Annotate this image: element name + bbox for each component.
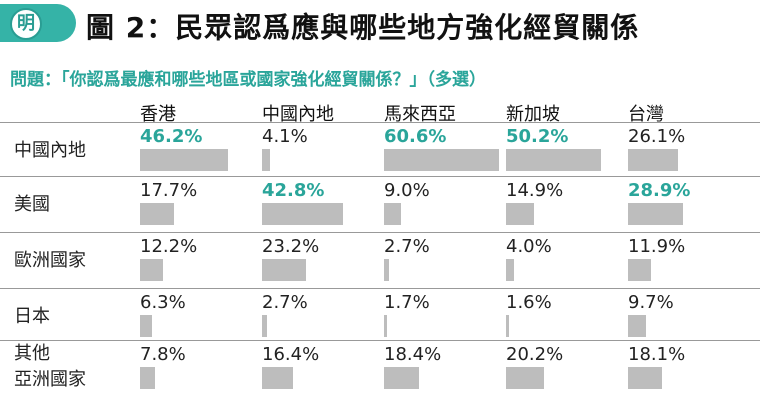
row-divider — [0, 176, 760, 177]
row-divider — [0, 232, 760, 233]
value-bar — [628, 259, 651, 281]
value-bar — [140, 149, 228, 171]
row-label: 中國內地 — [14, 140, 86, 161]
cell-value: 9.0% — [384, 180, 430, 201]
cell-value: 11.9% — [628, 236, 686, 257]
cell-value: 18.4% — [384, 344, 442, 365]
cell-value: 42.8% — [262, 180, 325, 201]
value-bar — [506, 315, 510, 337]
cell-value: 26.1% — [628, 126, 686, 147]
cell-value: 2.7% — [384, 236, 430, 257]
cell-value: 28.9% — [628, 180, 691, 201]
value-bar — [262, 367, 294, 389]
value-bar — [384, 203, 402, 225]
logo-circle: 明 — [10, 8, 42, 40]
value-bar — [384, 149, 499, 171]
cell-value: 12.2% — [140, 236, 198, 257]
survey-question: 問題：「你認爲最應和哪些地區或國家強化經貿關係？」（多選） — [10, 70, 486, 90]
value-bar — [140, 259, 164, 281]
value-bar — [262, 259, 307, 281]
value-bar — [506, 203, 535, 225]
value-bar — [384, 367, 419, 389]
value-bar — [506, 149, 602, 171]
value-bar — [628, 149, 678, 171]
row-label: 歐洲國家 — [14, 250, 86, 271]
cell-value: 6.3% — [140, 292, 186, 313]
cell-value: 9.7% — [628, 292, 674, 313]
cell-value: 60.6% — [384, 126, 447, 147]
cell-value: 14.9% — [506, 180, 564, 201]
cell-value: 7.8% — [140, 344, 186, 365]
cell-value: 18.1% — [628, 344, 686, 365]
logo: 明 — [0, 4, 76, 42]
row-divider — [0, 288, 760, 289]
row-label: 日本 — [14, 306, 50, 327]
value-bar — [628, 315, 647, 337]
value-bar — [384, 315, 388, 337]
chart-title: 圖 2：民眾認爲應與哪些地方強化經貿關係 — [86, 11, 640, 44]
value-bar — [262, 203, 344, 225]
cell-value: 4.0% — [506, 236, 552, 257]
cell-value: 23.2% — [262, 236, 320, 257]
value-bar — [628, 203, 683, 225]
cell-value: 16.4% — [262, 344, 320, 365]
column-header: 馬來西亞 — [384, 104, 456, 125]
cell-value: 46.2% — [140, 126, 203, 147]
cell-value: 17.7% — [140, 180, 198, 201]
row-label: 其他 亞洲國家 — [14, 343, 86, 390]
row-label: 美國 — [14, 194, 50, 215]
column-header: 台灣 — [628, 104, 664, 125]
column-header: 新加坡 — [506, 104, 560, 125]
column-header: 中國內地 — [262, 104, 334, 125]
value-bar — [140, 315, 152, 337]
cell-value: 50.2% — [506, 126, 569, 147]
row-divider — [0, 122, 760, 123]
value-bar — [140, 367, 155, 389]
value-bar — [506, 367, 545, 389]
value-bar — [628, 367, 663, 389]
cell-value: 1.6% — [506, 292, 552, 313]
cell-value: 1.7% — [384, 292, 430, 313]
value-bar — [506, 259, 514, 281]
logo-char: 明 — [17, 13, 35, 34]
column-header: 香港 — [140, 104, 176, 125]
cell-value: 2.7% — [262, 292, 308, 313]
cell-value: 4.1% — [262, 126, 308, 147]
value-bar — [262, 315, 268, 337]
value-bar — [262, 149, 270, 171]
row-divider — [0, 340, 760, 341]
header: 明 圖 2：民眾認爲應與哪些地方強化經貿關係 — [0, 0, 760, 48]
value-bar — [140, 203, 174, 225]
value-bar — [384, 259, 390, 281]
cell-value: 20.2% — [506, 344, 564, 365]
